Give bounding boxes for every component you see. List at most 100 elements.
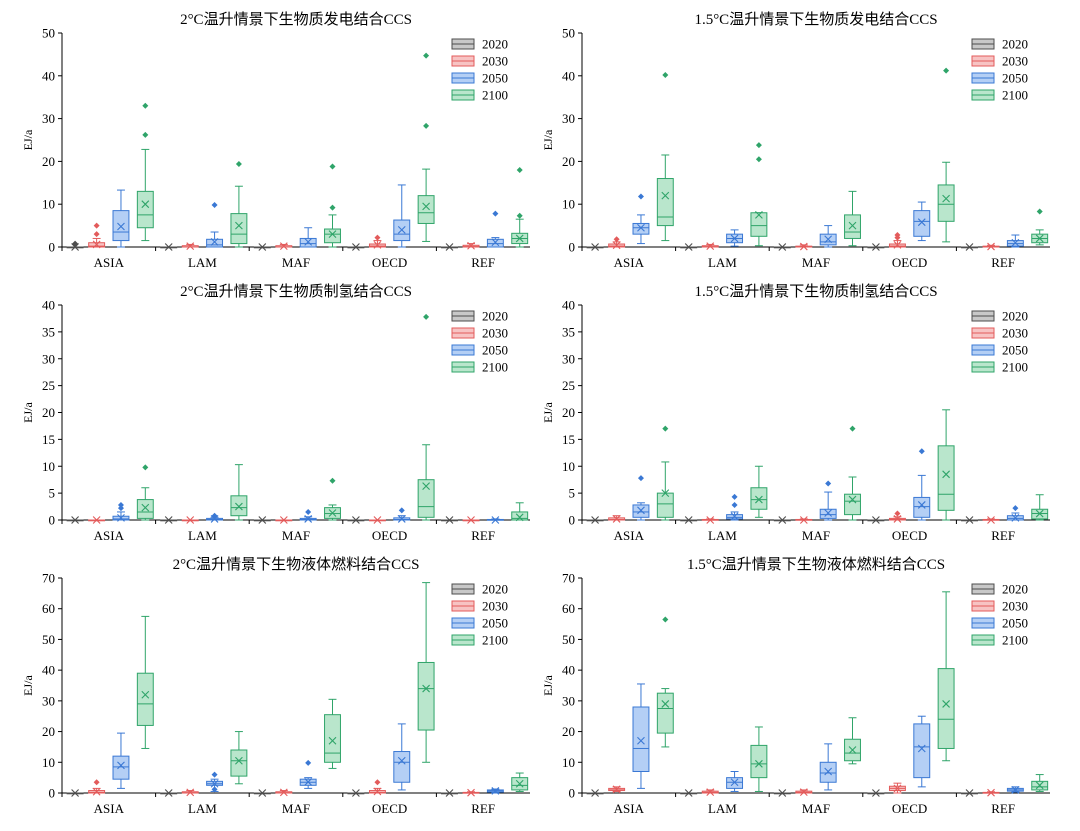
legend-label-2100: 2100 [1002, 633, 1028, 648]
box-2030-REF [982, 788, 1000, 797]
box-body [632, 706, 650, 772]
mean-marker [755, 211, 763, 219]
outlier-point [211, 512, 218, 519]
y-tick-label: 60 [562, 601, 575, 616]
y-axis-label: EJ/a [541, 402, 555, 423]
box-2020-ASIA [66, 789, 84, 797]
y-tick-label: 35 [42, 324, 55, 339]
box-2050-ASIA [632, 193, 650, 245]
mean-marker [917, 744, 926, 753]
box-2020-LAM [680, 243, 698, 251]
mean-marker [186, 788, 195, 797]
legend-label-2020: 2020 [1002, 309, 1028, 324]
box-body [913, 723, 931, 779]
box-2100-OECD [937, 591, 955, 762]
box-2020-OECD [347, 243, 365, 251]
mean-marker [730, 512, 739, 521]
legend-label-2100: 2100 [1002, 88, 1028, 103]
mean-marker [942, 700, 950, 708]
box-2030-ASIA [88, 222, 106, 249]
box-2050-MAF [299, 227, 317, 248]
mean-marker [373, 787, 382, 796]
legend-label-2020: 2020 [482, 37, 508, 52]
legend: 2020 2030 2050 2100 [971, 582, 1028, 648]
box-2050-LAM [726, 771, 744, 792]
x-tick-label: ASIA [614, 255, 645, 270]
outlier-point [211, 771, 218, 778]
mean-marker [637, 223, 645, 232]
chart-panel-4: 1.5°C温升情景下生物质制氢结合CCS EJ/a 0 5 10 15 20 25 30 35 40… [541, 283, 1050, 543]
outlier-point [93, 779, 100, 786]
y-tick-label: 15 [42, 432, 55, 447]
box-2100-REF [511, 502, 529, 522]
outlier-point [142, 464, 149, 471]
box-2020-ASIA [66, 516, 84, 524]
box-2100-REF [511, 166, 529, 248]
box-2020-LAM [160, 243, 178, 251]
legend: 2020 2030 2050 2100 [451, 37, 508, 103]
outlier-point [755, 156, 762, 163]
y-tick-label: 25 [42, 378, 55, 393]
box-2020-REF [441, 789, 458, 797]
chart-title: 2°C温升情景下生物质制氢结合CCS [180, 283, 412, 300]
y-tick-label: 10 [562, 459, 575, 474]
y-tick-label: 70 [562, 571, 575, 586]
mean-marker [706, 242, 715, 251]
y-tick-label: 0 [49, 240, 56, 255]
y-tick-label: 20 [42, 405, 55, 420]
mean-marker [684, 789, 693, 797]
box-2020-LAM [680, 789, 698, 797]
box-2020-LAM [160, 516, 178, 524]
box-2050-ASIA [632, 475, 650, 521]
box-2030-LAM [181, 516, 199, 524]
box-2050-ASIA [112, 189, 130, 248]
mean-marker [71, 789, 79, 797]
legend-label-2050: 2050 [482, 616, 508, 631]
x-tick-label: LAM [708, 528, 737, 543]
mean-marker [210, 237, 219, 246]
legend-label-2100: 2100 [482, 633, 508, 648]
mean-marker [730, 234, 739, 243]
y-tick-label: 40 [562, 663, 575, 678]
y-axis-label: EJ/a [541, 675, 555, 696]
mean-marker [778, 789, 787, 797]
box-2050-LAM [206, 512, 224, 523]
box-2020-ASIA [66, 240, 84, 251]
box-body [324, 714, 341, 763]
y-tick-label: 30 [562, 351, 575, 366]
chart-panel-3: 2°C温升情景下生物质制氢结合CCS EJ/a 0 5 10 15 20 25 30 35 40 AS… [21, 283, 530, 543]
box-2030-OECD [368, 516, 386, 524]
outlier-point [662, 616, 669, 623]
box-body [656, 178, 674, 227]
box-2030-MAF [795, 788, 813, 796]
outlier-point [755, 142, 762, 149]
legend-label-2020: 2020 [482, 309, 508, 324]
box-2100-OECD [417, 313, 435, 521]
mean-marker [352, 789, 360, 797]
outlier-point [637, 193, 644, 200]
mean-marker [730, 778, 739, 787]
box-body [417, 195, 435, 224]
x-tick-label: ASIA [94, 255, 125, 270]
outlier-point [1036, 208, 1043, 215]
outlier-point [374, 234, 381, 241]
x-tick-label: MAF [802, 528, 830, 543]
box-2100-OECD [417, 52, 435, 242]
box-body [656, 692, 674, 734]
mean-marker [71, 243, 79, 251]
mean-marker [141, 503, 150, 512]
box-2030-LAM [701, 516, 719, 524]
box-2030-OECD [888, 232, 906, 249]
box-2050-REF [486, 210, 504, 248]
mean-marker [917, 501, 926, 509]
outlier-point [374, 779, 381, 786]
box-body [417, 661, 435, 731]
mean-marker [279, 516, 288, 524]
legend-label-2100: 2100 [1002, 360, 1028, 375]
mean-marker [279, 242, 288, 251]
x-tick-label: LAM [708, 801, 737, 816]
outlier-point [637, 475, 644, 482]
box-2030-MAF [275, 788, 293, 797]
box-body [656, 492, 674, 518]
mean-marker [422, 202, 430, 211]
